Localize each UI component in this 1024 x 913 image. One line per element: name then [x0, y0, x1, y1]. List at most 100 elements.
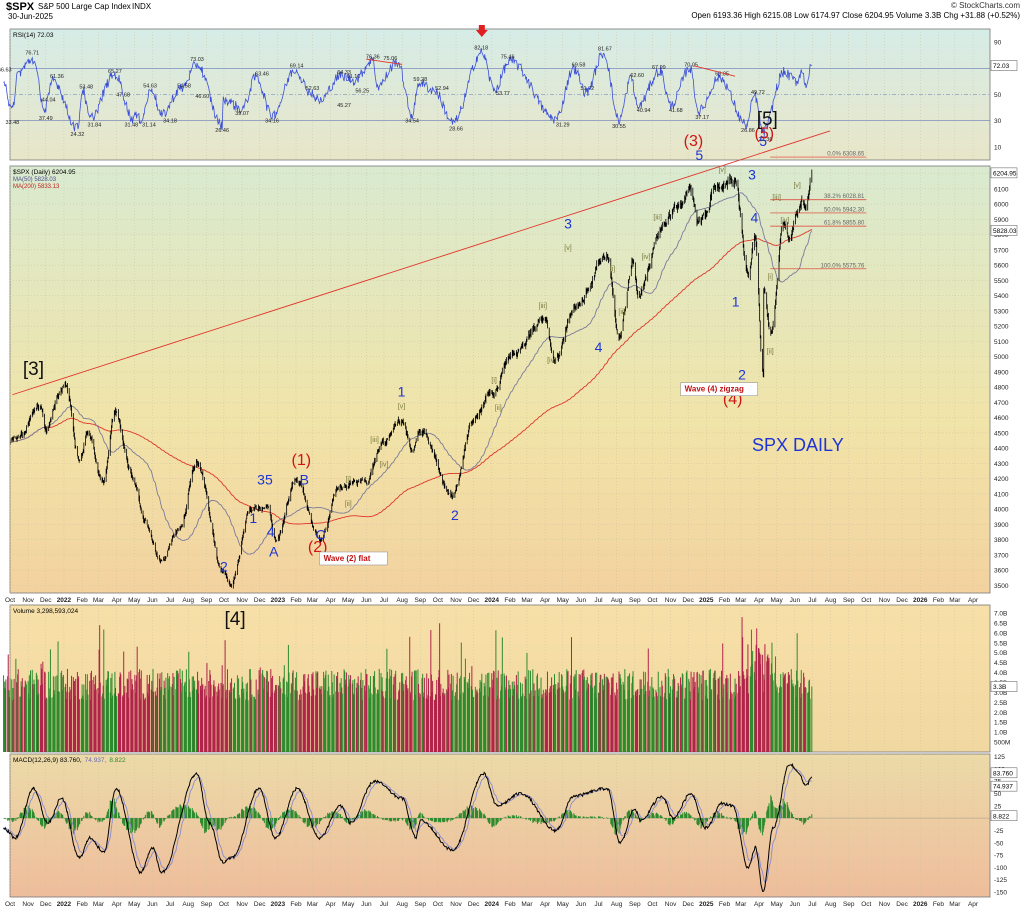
chart-date: 30-Jun-2025 [8, 12, 53, 21]
wave-label-blue: 5 [759, 133, 767, 149]
x-tick-label: Jul [380, 901, 389, 908]
x-tick-label: Oct [5, 597, 15, 604]
volume-axis-label: 6.0B [994, 630, 1007, 637]
wave-label-blue: 35 [257, 472, 273, 488]
macd-axis-label: -100 [994, 865, 1007, 872]
rsi-axis-label: 50 [994, 92, 1002, 99]
macd-line [3, 762, 813, 892]
x-tick-label: Nov [665, 597, 677, 604]
x-tick-label: Nov [22, 901, 34, 908]
rsi-value-label: 54.58 [177, 83, 191, 89]
x-tick-label: Mar [735, 597, 747, 604]
wave-label-blue: 2 [220, 559, 228, 575]
rsi-value-label: 28.66 [449, 127, 463, 133]
x-tick-label: Apr [754, 597, 765, 604]
x-tick-label: Mar [521, 901, 533, 908]
x-tick-label: 2023 [271, 597, 286, 604]
rsi-divergence-line [693, 65, 736, 77]
volume-axis-label: 5.5B [994, 640, 1007, 647]
x-tick-label: Jul [808, 597, 817, 604]
price-close-tag-box [990, 167, 1018, 179]
x-tick-label: Oct [647, 901, 657, 908]
y-tick-label: 6000 [994, 202, 1009, 209]
macd-tag-box [990, 767, 1018, 779]
x-tick-label: Sep [201, 597, 213, 604]
wave-label-minor: [iv] [780, 217, 789, 224]
x-tick-label: Dec [254, 901, 266, 908]
x-tick-label: Mar [521, 597, 533, 604]
rsi-line [3, 47, 813, 136]
x-tick-label: Jun [147, 901, 158, 908]
x-tick-label: Apr [540, 901, 551, 908]
x-tick-label: Dec [468, 597, 480, 604]
x-tick-label: Feb [76, 597, 88, 604]
rsi-value-label: 61.10 [347, 74, 361, 80]
rsi-value-label: 33.48 [5, 120, 19, 126]
x-tick-label: Feb [933, 901, 945, 908]
y-tick-label: 4800 [994, 385, 1009, 392]
x-tick-label: Apr [754, 901, 765, 908]
rsi-value-label: 54.63 [143, 83, 157, 89]
wave-label-blue: 1 [732, 293, 740, 309]
x-tick-label: Mar [735, 901, 747, 908]
y-tick-label: 5200 [994, 324, 1009, 331]
y-tick-label: 4700 [994, 400, 1009, 407]
x-tick-label: Nov [236, 901, 248, 908]
rsi-value-label: 31.29 [556, 123, 570, 129]
y-tick-label: 4100 [994, 491, 1009, 498]
price-legend: $SPX (Daily) 6204.95 [13, 169, 76, 176]
rsi-value-label: 51.72 [580, 86, 594, 92]
x-tick-label: Jun [147, 597, 158, 604]
volume-axis-label: 2.5B [994, 700, 1007, 707]
wave-label-minor: [iii] [772, 195, 781, 202]
chart-symbol: $SPX [6, 1, 35, 13]
rsi-tag: 72.03 [993, 63, 1010, 70]
rsi-value-label: 34.18 [163, 119, 177, 125]
y-tick-label: 3700 [994, 552, 1009, 559]
y-tick-label: 5500 [994, 278, 1009, 285]
rsi-value-label: 26.86 [741, 128, 755, 134]
x-tick-label: Apr [326, 597, 337, 604]
y-tick-label: 4200 [994, 476, 1009, 483]
volume-tag: 3.3B [993, 684, 1006, 691]
x-tick-label: Oct [433, 901, 443, 908]
rsi-value-label: 59.28 [413, 77, 427, 83]
x-tick-label: Sep [414, 901, 426, 908]
rsi-value-label: 31.14 [142, 123, 156, 129]
volume-axis-label: 3.0B [994, 690, 1007, 697]
x-tick-label: Aug [611, 597, 623, 604]
wave-label-minor: [ii] [618, 309, 625, 316]
x-tick-label: Apr [540, 597, 551, 604]
rsi-value-label: 34.16 [265, 119, 279, 125]
x-tick-label: Feb [290, 597, 302, 604]
y-tick-label: 5900 [994, 217, 1009, 224]
x-tick-label: 2025 [699, 597, 714, 604]
x-tick-label: Apr [326, 901, 337, 908]
rsi-value-label: 69.58 [572, 62, 586, 68]
wave2-note: Wave (2) flat [324, 554, 371, 563]
rsi-arrow-marker [475, 25, 488, 37]
x-tick-label: Jul [166, 597, 175, 604]
x-tick-label: Feb [933, 597, 945, 604]
x-tick-label: Jun [361, 901, 372, 908]
wave-label-blue: 3 [748, 167, 756, 183]
rsi-value-label: 82.18 [474, 45, 488, 51]
rsi-value-label: 53.48 [79, 85, 93, 91]
ma-value-tag-box [990, 225, 1018, 236]
x-tick-label: Dec [468, 901, 480, 908]
x-tick-label: Nov [450, 597, 462, 604]
volume-axis-label: 500M [994, 740, 1010, 747]
x-tick-label: Oct [5, 901, 15, 908]
macd-hist-tag-box [990, 810, 1018, 822]
wave4-note: Wave (4) zigzag [685, 385, 744, 394]
x-tick-label: Oct [647, 597, 657, 604]
rsi-legend: RSI(14) 72.03 [13, 32, 54, 39]
x-tick-label: 2024 [485, 597, 500, 604]
panel-border [9, 753, 991, 898]
x-tick-label: 2024 [485, 901, 500, 908]
volume-legend: Volume 3,298,593,024 [13, 608, 78, 615]
x-tick-label: Apr [968, 901, 979, 908]
x-tick-label: Nov [879, 597, 891, 604]
y-tick-label: 4500 [994, 430, 1009, 437]
